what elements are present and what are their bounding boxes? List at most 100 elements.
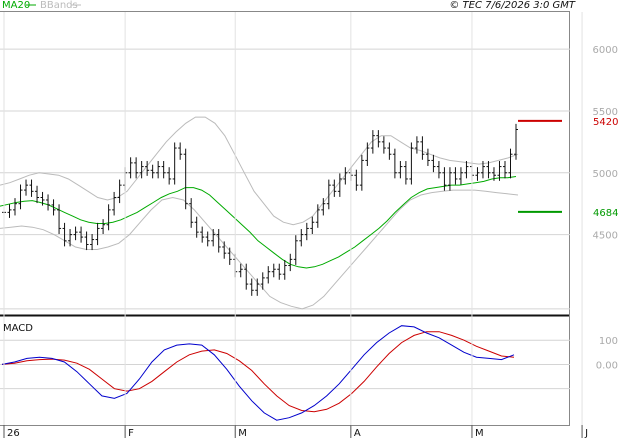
time-tick-label: J [584, 428, 588, 439]
price-bar [68, 229, 73, 247]
price-bar [62, 222, 67, 247]
price-bar [475, 167, 480, 181]
price-bar [178, 142, 183, 160]
price-bar [282, 259, 287, 280]
price-bar [134, 157, 139, 179]
price-bar [238, 263, 243, 278]
price-bar [150, 164, 155, 179]
price-bar [502, 161, 507, 179]
price-bar [90, 233, 95, 251]
price-bar [398, 161, 403, 179]
price-bar [260, 272, 265, 290]
price-bar [442, 167, 447, 191]
macd-line [1, 325, 515, 421]
price-bar [211, 229, 216, 247]
price-bar [299, 229, 304, 247]
price-bar [321, 198, 326, 216]
price-bar [480, 161, 485, 179]
price-bar [425, 148, 430, 166]
price-bar [51, 199, 56, 216]
copyright-text: © TEC 7/6/2026 3:0 GMT [449, 0, 576, 11]
price-bar [40, 191, 45, 206]
macd-title: MACD [3, 323, 33, 334]
price-bar [172, 142, 177, 185]
price-bar [46, 194, 51, 211]
price-bar [200, 226, 205, 243]
price-bar [370, 130, 375, 154]
price-bar [497, 161, 502, 181]
bbands-upper-line [0, 116, 519, 226]
time-tick-label: M [475, 428, 484, 439]
price-bar [359, 154, 364, 191]
price-bar [458, 167, 463, 185]
price-bar [161, 161, 166, 179]
price-bar [205, 231, 210, 247]
price-bar [117, 179, 122, 204]
legend-bbands: BBands [40, 0, 78, 11]
price-bar [7, 204, 12, 218]
price-bar [310, 216, 315, 234]
price-tick-label: 6000 [593, 45, 618, 56]
price-bar [189, 198, 194, 228]
price-bar [101, 219, 106, 234]
price-bar [403, 161, 408, 185]
price-bar [365, 142, 370, 166]
price-bar [13, 198, 18, 216]
price-bar [84, 231, 89, 251]
price-bar [277, 263, 282, 280]
price-bar [266, 266, 271, 284]
price-bar [216, 229, 221, 253]
price-bar [431, 154, 436, 173]
price-bar [453, 167, 458, 185]
price-bar [271, 263, 276, 278]
price-bar [514, 123, 518, 160]
macd-tick-label: 100 [599, 336, 618, 347]
price-bar [227, 247, 232, 265]
price-bar [288, 253, 293, 272]
price-bar [343, 167, 348, 185]
price-bar [447, 167, 452, 191]
time-tick-label: M [238, 428, 247, 439]
price-bar [304, 222, 309, 241]
ma20-line [0, 176, 517, 269]
price-bar [315, 204, 320, 228]
price-bar [24, 179, 29, 196]
price-bar [255, 278, 260, 296]
resistance-level-label: 5420 [593, 117, 618, 128]
price-tick-label: 4500 [593, 231, 618, 242]
price-bar [249, 278, 254, 296]
price-bar [293, 235, 298, 265]
price-bar [337, 173, 342, 197]
price-bar [381, 136, 386, 154]
price-bar [183, 148, 188, 210]
price-bar [222, 241, 227, 259]
price-bar [79, 226, 84, 243]
support-level-label: 4684 [593, 208, 618, 219]
price-bar [244, 263, 249, 290]
price-bar [139, 161, 144, 179]
price-tick-label: 5500 [593, 107, 618, 118]
price-bar [464, 161, 469, 179]
price-bar [18, 184, 23, 210]
time-tick-label: F [128, 428, 134, 439]
price-bar [387, 142, 392, 160]
price-bar [194, 216, 199, 238]
price-bar [392, 148, 397, 179]
price-bar [35, 185, 40, 204]
price-bar [508, 148, 513, 179]
macd-tick-label: 0.00 [596, 360, 618, 371]
price-bar [420, 136, 425, 160]
price-bar [491, 167, 496, 181]
price-bar [73, 226, 78, 241]
macd-signal-line [1, 331, 515, 413]
price-bar [112, 191, 117, 216]
price-bar [486, 161, 491, 179]
price-bar [156, 161, 161, 179]
price-bar [414, 136, 419, 154]
price-bar [326, 179, 331, 210]
time-tick-label: 26 [7, 428, 20, 439]
price-bar [436, 161, 441, 179]
price-bar [57, 204, 62, 234]
price-tick-label: 5000 [593, 169, 618, 180]
